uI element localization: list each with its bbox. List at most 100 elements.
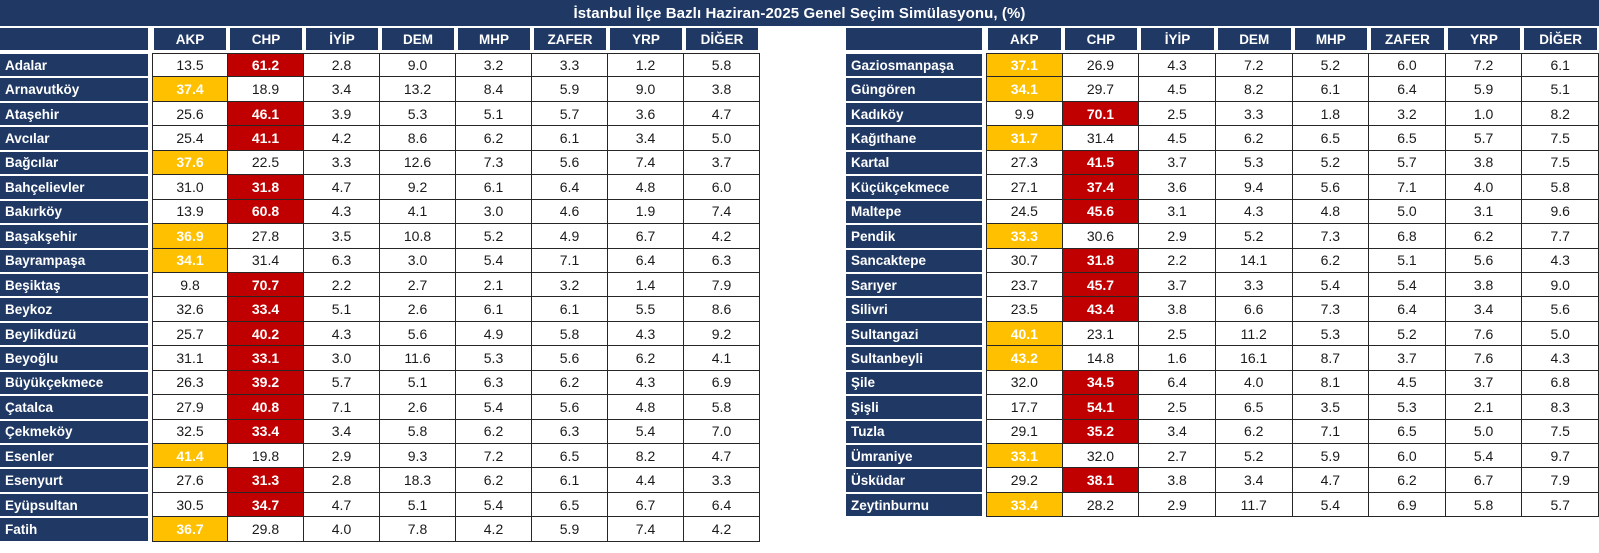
- value-cell[interactable]: 6.5: [532, 492, 608, 518]
- value-cell[interactable]: 36.9: [152, 224, 228, 249]
- value-cell[interactable]: 2.5: [1139, 321, 1216, 347]
- value-cell[interactable]: 3.3: [304, 150, 380, 176]
- value-cell[interactable]: 46.1: [228, 101, 304, 127]
- value-cell[interactable]: 5.2: [1215, 224, 1293, 249]
- value-cell[interactable]: 6.1: [532, 297, 608, 322]
- column-header[interactable]: CHP: [228, 28, 304, 50]
- value-cell[interactable]: 9.4: [1215, 175, 1293, 200]
- value-cell[interactable]: 34.1: [986, 77, 1063, 102]
- district-name-cell[interactable]: Zeytinburnu: [846, 492, 986, 518]
- value-cell[interactable]: 5.4: [1292, 272, 1370, 298]
- value-cell[interactable]: 7.2: [1215, 53, 1293, 78]
- district-name-cell[interactable]: Silivri: [846, 297, 986, 322]
- value-cell[interactable]: 3.0: [304, 346, 380, 371]
- district-name-cell[interactable]: Kağıthane: [846, 126, 986, 151]
- value-cell[interactable]: 61.2: [228, 53, 304, 78]
- value-cell[interactable]: 7.8: [380, 517, 456, 542]
- value-cell[interactable]: 7.3: [456, 150, 532, 176]
- value-cell[interactable]: 29.7: [1062, 77, 1140, 102]
- value-cell[interactable]: 38.1: [1062, 468, 1140, 493]
- value-cell[interactable]: 9.2: [380, 175, 456, 200]
- value-cell[interactable]: 6.1: [1522, 53, 1599, 78]
- value-cell[interactable]: 4.7: [684, 101, 760, 127]
- value-cell[interactable]: 7.5: [1522, 150, 1599, 176]
- value-cell[interactable]: 32.0: [1062, 444, 1140, 469]
- value-cell[interactable]: 6.9: [684, 370, 760, 396]
- value-cell[interactable]: 3.7: [684, 150, 760, 176]
- value-cell[interactable]: 4.9: [456, 321, 532, 347]
- value-cell[interactable]: 3.1: [1445, 199, 1523, 225]
- column-header[interactable]: AKP: [986, 28, 1063, 50]
- value-cell[interactable]: 2.5: [1139, 395, 1216, 420]
- value-cell[interactable]: 2.1: [456, 272, 532, 298]
- value-cell[interactable]: 5.1: [380, 492, 456, 518]
- value-cell[interactable]: 5.6: [380, 321, 456, 347]
- value-cell[interactable]: 3.7: [1139, 150, 1216, 176]
- value-cell[interactable]: 4.3: [608, 370, 684, 396]
- value-cell[interactable]: 6.3: [532, 419, 608, 444]
- value-cell[interactable]: 8.6: [380, 126, 456, 151]
- value-cell[interactable]: 3.6: [608, 101, 684, 127]
- value-cell[interactable]: 70.1: [1062, 101, 1140, 127]
- value-cell[interactable]: 29.2: [986, 468, 1063, 493]
- district-name-cell[interactable]: Esenler: [0, 444, 152, 469]
- value-cell[interactable]: 32.6: [152, 297, 228, 322]
- value-cell[interactable]: 5.6: [1522, 297, 1599, 322]
- column-header[interactable]: ZAFER: [1369, 28, 1446, 50]
- value-cell[interactable]: 19.8: [228, 444, 304, 469]
- value-cell[interactable]: 6.8: [1369, 224, 1446, 249]
- value-cell[interactable]: 3.6: [1139, 175, 1216, 200]
- value-cell[interactable]: 3.7: [1369, 346, 1446, 371]
- value-cell[interactable]: 27.8: [228, 224, 304, 249]
- value-cell[interactable]: 6.4: [1369, 297, 1446, 322]
- value-cell[interactable]: 4.8: [608, 395, 684, 420]
- value-cell[interactable]: 7.5: [1522, 419, 1599, 444]
- value-cell[interactable]: 7.2: [1445, 53, 1523, 78]
- value-cell[interactable]: 5.1: [1369, 248, 1446, 273]
- value-cell[interactable]: 8.4: [456, 77, 532, 102]
- value-cell[interactable]: 6.2: [456, 419, 532, 444]
- value-cell[interactable]: 2.9: [1139, 224, 1216, 249]
- value-cell[interactable]: 30.6: [1062, 224, 1140, 249]
- value-cell[interactable]: 2.6: [380, 297, 456, 322]
- value-cell[interactable]: 5.0: [684, 126, 760, 151]
- value-cell[interactable]: 3.8: [1445, 272, 1523, 298]
- value-cell[interactable]: 43.2: [986, 346, 1063, 371]
- column-header[interactable]: DEM: [1215, 28, 1293, 50]
- value-cell[interactable]: 6.2: [1445, 224, 1523, 249]
- value-cell[interactable]: 3.3: [1215, 272, 1293, 298]
- value-cell[interactable]: 3.7: [1445, 370, 1523, 396]
- column-header[interactable]: YRP: [1445, 28, 1523, 50]
- value-cell[interactable]: 1.9: [608, 199, 684, 225]
- value-cell[interactable]: 5.3: [380, 101, 456, 127]
- value-cell[interactable]: 4.3: [1522, 248, 1599, 273]
- value-cell[interactable]: 24.5: [986, 199, 1063, 225]
- column-header[interactable]: DEM: [380, 28, 456, 50]
- value-cell[interactable]: 13.2: [380, 77, 456, 102]
- value-cell[interactable]: 7.1: [532, 248, 608, 273]
- value-cell[interactable]: 4.2: [456, 517, 532, 542]
- value-cell[interactable]: 5.1: [456, 101, 532, 127]
- district-name-cell[interactable]: Arnavutköy: [0, 77, 152, 102]
- value-cell[interactable]: 31.3: [228, 468, 304, 493]
- value-cell[interactable]: 5.1: [304, 297, 380, 322]
- value-cell[interactable]: 3.2: [456, 53, 532, 78]
- value-cell[interactable]: 2.2: [304, 272, 380, 298]
- value-cell[interactable]: 6.4: [1139, 370, 1216, 396]
- value-cell[interactable]: 1.6: [1139, 346, 1216, 371]
- value-cell[interactable]: 5.2: [1369, 321, 1446, 347]
- district-name-cell[interactable]: Eyüpsultan: [0, 492, 152, 518]
- value-cell[interactable]: 5.5: [608, 297, 684, 322]
- district-name-cell[interactable]: Fatih: [0, 517, 152, 542]
- value-cell[interactable]: 4.7: [304, 492, 380, 518]
- value-cell[interactable]: 1.8: [1292, 101, 1370, 127]
- value-cell[interactable]: 6.7: [1445, 468, 1523, 493]
- district-name-cell[interactable]: Kadıköy: [846, 101, 986, 127]
- value-cell[interactable]: 37.4: [152, 77, 228, 102]
- value-cell[interactable]: 6.2: [1292, 248, 1370, 273]
- value-cell[interactable]: 18.3: [380, 468, 456, 493]
- value-cell[interactable]: 3.2: [532, 272, 608, 298]
- value-cell[interactable]: 37.1: [986, 53, 1063, 78]
- value-cell[interactable]: 34.7: [228, 492, 304, 518]
- value-cell[interactable]: 5.0: [1522, 321, 1599, 347]
